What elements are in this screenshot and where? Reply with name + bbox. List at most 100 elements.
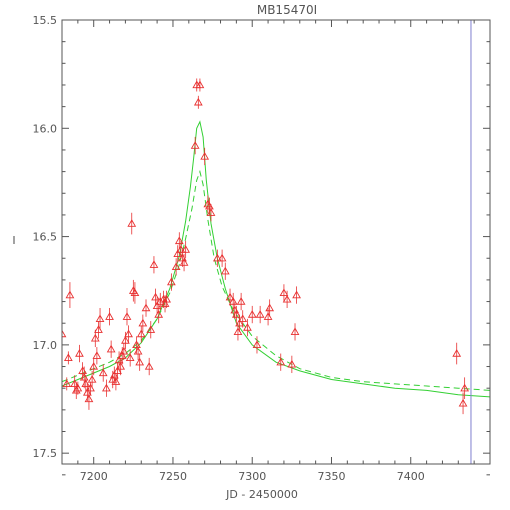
triangle-marker [155, 297, 165, 305]
triangle-marker [179, 258, 189, 266]
triangle-marker [121, 336, 130, 344]
data-point [220, 262, 230, 280]
triangle-marker [460, 383, 470, 392]
data-point [200, 147, 210, 166]
triangle-marker [133, 346, 143, 355]
model-curve-solid [62, 120, 490, 398]
data-point [167, 273, 176, 291]
data-point [171, 258, 181, 276]
triangle-marker [190, 141, 200, 149]
triangle-marker [149, 260, 159, 268]
triangle-marker [90, 333, 100, 342]
triangle-marker [452, 349, 462, 357]
data-point [138, 314, 148, 332]
data-point [144, 357, 154, 376]
y-tick-label: 17.5 [33, 447, 58, 460]
data-point [62, 325, 67, 343]
data-point [95, 308, 105, 330]
triangle-marker [255, 310, 265, 318]
data-point [121, 331, 130, 350]
data-point [87, 370, 97, 389]
triangle-marker [290, 327, 300, 336]
triangle-marker [231, 310, 241, 318]
triangle-marker [193, 97, 203, 106]
triangle-marker [105, 312, 114, 320]
triangle-marker [124, 329, 133, 338]
triangle-marker [200, 151, 210, 160]
plot-frame [61, 19, 491, 465]
data-point [106, 340, 116, 358]
data-point [236, 292, 246, 311]
data-point [247, 305, 257, 324]
triangle-marker [89, 362, 99, 370]
data-point [152, 297, 162, 315]
data-point [98, 364, 108, 382]
data-point [252, 336, 262, 354]
data-point [193, 95, 203, 109]
triangle-marker [171, 262, 181, 271]
data-point [162, 290, 171, 309]
data-point [71, 381, 81, 400]
triangle-marker [62, 329, 67, 338]
data-point [130, 282, 140, 304]
triangle-marker [87, 375, 97, 383]
triangle-marker [235, 318, 244, 327]
triangle-marker [174, 236, 184, 245]
x-tick-label: 7200 [80, 470, 108, 483]
data-point [292, 286, 301, 304]
triangle-marker [238, 314, 248, 323]
data-point [62, 377, 72, 391]
triangle-marker [62, 379, 72, 388]
triangle-marker [113, 366, 122, 375]
triangle-marker [144, 362, 154, 370]
data-point [124, 325, 133, 343]
x-tick-label: 7350 [317, 470, 345, 483]
data-point [181, 240, 191, 259]
y-tick-label: 15.5 [33, 14, 58, 27]
data-point [65, 282, 75, 309]
data-point [179, 253, 189, 272]
data-point [176, 240, 186, 259]
triangle-marker [167, 277, 176, 286]
data-point [174, 232, 184, 250]
data-point [113, 362, 122, 380]
triangle-marker [102, 383, 111, 392]
triangle-marker [81, 379, 91, 388]
data-point [133, 342, 143, 361]
data-point [119, 342, 129, 361]
data-point [127, 212, 137, 235]
data-point [63, 351, 73, 365]
data-point [206, 204, 216, 222]
triangle-marker [247, 310, 257, 318]
x-tick-label: 7400 [397, 470, 425, 483]
plot-area [62, 20, 490, 464]
triangle-marker [98, 368, 108, 377]
triangle-marker [181, 245, 191, 253]
data-point [81, 375, 91, 393]
data-point [92, 347, 102, 365]
triangle-marker [252, 340, 262, 349]
triangle-marker [220, 266, 230, 275]
axes: 7200 7250 7300 7350 7400 15.5 16.0 16.5 17.0 17.5 [33, 14, 491, 483]
data-point [73, 381, 83, 395]
data-point [75, 344, 84, 363]
data-point [265, 299, 275, 317]
triangle-marker [138, 318, 148, 327]
data-point [235, 314, 244, 332]
y-tick-label: 16.0 [33, 122, 58, 135]
triangle-marker [162, 294, 171, 303]
triangle-marker [279, 288, 289, 297]
data-point [111, 373, 121, 391]
x-tick-label: 7300 [238, 470, 266, 483]
triangle-marker [146, 325, 156, 333]
triangle-marker [135, 357, 145, 366]
triangle-marker [282, 294, 292, 303]
data-point [460, 377, 470, 400]
y-axis-title: I [12, 234, 15, 247]
triangle-marker [111, 377, 121, 385]
triangle-marker [136, 329, 146, 338]
data-point [290, 323, 300, 341]
triangle-marker [65, 290, 75, 299]
data-point [212, 249, 222, 267]
